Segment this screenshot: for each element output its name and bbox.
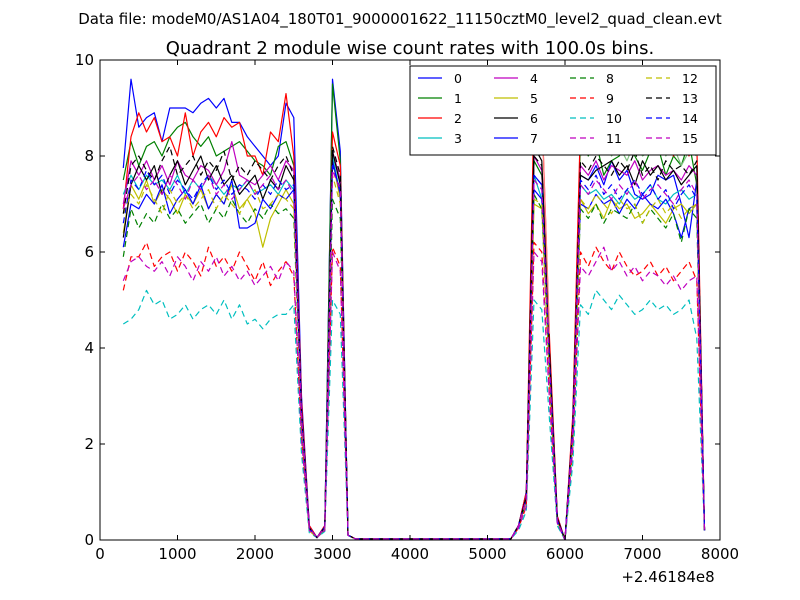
series-line-11 [122, 246, 706, 540]
legend-label-14: 14 [682, 111, 698, 126]
legend-frame [409, 65, 717, 156]
x-tick-label: 2000 [236, 545, 274, 563]
y-tick-label: 4 [84, 339, 94, 357]
y-tick-label: 10 [75, 51, 94, 69]
legend-label-11: 11 [606, 131, 622, 146]
legend-label-15: 15 [682, 131, 698, 146]
figure-suptitle: Data file: modeM0/AS1A04_180T01_90000016… [78, 10, 722, 29]
x-tick-label: 1000 [158, 545, 196, 563]
series-line-5 [122, 160, 706, 540]
legend-label-2: 2 [454, 111, 462, 126]
y-tick-label: 2 [84, 435, 94, 453]
x-tick-label: 3000 [313, 545, 351, 563]
legend-label-0: 0 [454, 71, 462, 86]
series-line-10 [122, 289, 706, 540]
x-tick-label: 0 [95, 545, 105, 563]
series-line-13 [122, 145, 706, 540]
x-tick-label: 6000 [546, 545, 584, 563]
series-line-9 [122, 241, 706, 540]
legend-label-7: 7 [530, 131, 538, 146]
legend-label-8: 8 [606, 71, 614, 86]
series-line-15 [122, 169, 706, 540]
series-line-14 [122, 165, 706, 540]
y-tick-label: 0 [84, 531, 94, 549]
legend-label-5: 5 [530, 91, 538, 106]
series-line-8 [122, 193, 706, 540]
legend-label-12: 12 [682, 71, 698, 86]
chart-title: Quadrant 2 module wise count rates with … [166, 38, 655, 59]
legend-label-3: 3 [454, 131, 462, 146]
legend-label-9: 9 [606, 91, 614, 106]
series-line-2 [122, 93, 706, 540]
series-line-7 [122, 160, 706, 540]
series-line-12 [122, 174, 706, 540]
x-offset-label: +2.46184e8 [621, 568, 714, 586]
x-tick-label: 7000 [623, 545, 661, 563]
legend-label-1: 1 [454, 91, 462, 106]
legend-label-10: 10 [606, 111, 622, 126]
x-tick-label: 8000 [701, 545, 739, 563]
series-line-3 [122, 155, 706, 540]
y-tick-label: 8 [84, 147, 94, 165]
legend-label-6: 6 [530, 111, 538, 126]
legend-label-4: 4 [530, 71, 538, 86]
legend-label-13: 13 [682, 91, 698, 106]
x-tick-label: 4000 [391, 545, 429, 563]
x-tick-label: 5000 [468, 545, 506, 563]
y-tick-label: 6 [84, 243, 94, 261]
